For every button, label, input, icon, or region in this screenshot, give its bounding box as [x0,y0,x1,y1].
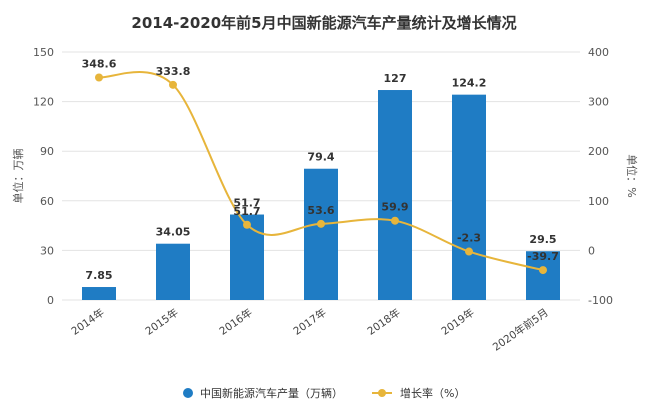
legend: 中国新能源汽车产量（万辆） 增长率（%） [183,386,465,400]
left-tick-label: 60 [40,195,54,208]
x-tick-label: 2017年 [291,306,329,338]
bar [378,90,412,300]
bar-value-label: 124.2 [452,77,487,90]
left-axis-title: 单位：万辆 [11,149,25,204]
x-tick-label: 2014年 [69,306,107,338]
bar-value-label: 127 [384,72,407,85]
right-tick-label: 100 [588,195,609,208]
bar [452,94,486,300]
line-point [95,73,103,82]
right-tick-label: 300 [588,96,609,109]
legend-line-marker-dot [378,389,386,397]
left-tick-label: 120 [33,96,54,109]
bar-value-label: 34.05 [156,226,191,239]
line-value-label: -2.3 [457,232,481,245]
right-tick-label: -100 [588,294,613,307]
left-tick-label: 30 [40,244,54,257]
line-value-label: -39.7 [527,250,559,263]
bar-value-label: 29.5 [529,233,556,246]
line-point [465,247,473,256]
right-axis-ticks: -100 0 100 200 300 400 [588,46,613,307]
line-series: 348.6 333.8 51.7 53.6 59.9 -2.3 -39.7 [82,57,559,275]
line-value-label: 333.8 [156,65,191,78]
left-tick-label: 150 [33,46,54,59]
x-tick-label: 2016年 [217,306,255,338]
left-axis-ticks: 0 30 60 90 120 150 [33,46,54,307]
line-value-label: 59.9 [381,201,408,214]
bar [304,168,338,300]
right-tick-label: 400 [588,46,609,59]
bar-value-label: 51.7 [233,197,260,210]
line-point [169,80,177,89]
legend-bar-label: 中国新能源汽车产量（万辆） [200,386,343,400]
bar [82,287,116,300]
line-point [539,266,547,275]
line-value-label: 51.7 [233,205,260,218]
line-point [391,216,399,225]
left-tick-label: 0 [47,294,54,307]
bar [156,243,190,300]
x-tick-label: 2020年前5月 [490,306,551,354]
right-tick-label: 0 [588,244,595,257]
bar-value-label: 7.85 [85,269,112,282]
bar [526,251,560,300]
legend-bar-marker [183,388,193,398]
line-value-label: 348.6 [82,57,117,70]
x-axis-ticks: 2014年 2015年 2016年 2017年 2018年 2019年 2020年前5月 [69,306,551,354]
x-tick-label: 2018年 [365,306,403,338]
chart-title: 2014-2020年前5月中国新能源汽车产量统计及增长情况 [131,14,516,32]
bar-series: 7.85 34.05 51.7 79.4 127 124.2 29.5 [82,72,560,300]
legend-line-label: 增长率（%） [400,386,465,400]
line-value-label: 53.6 [307,204,334,217]
bar-value-label: 79.4 [307,151,334,164]
x-tick-label: 2019年 [439,306,477,338]
x-tick-label: 2015年 [143,306,181,338]
right-axis-title: 单位：% [625,154,639,197]
bar [230,214,264,300]
left-tick-label: 90 [40,145,54,158]
line-point [243,220,251,229]
line-point [317,219,325,228]
right-tick-label: 200 [588,145,609,158]
